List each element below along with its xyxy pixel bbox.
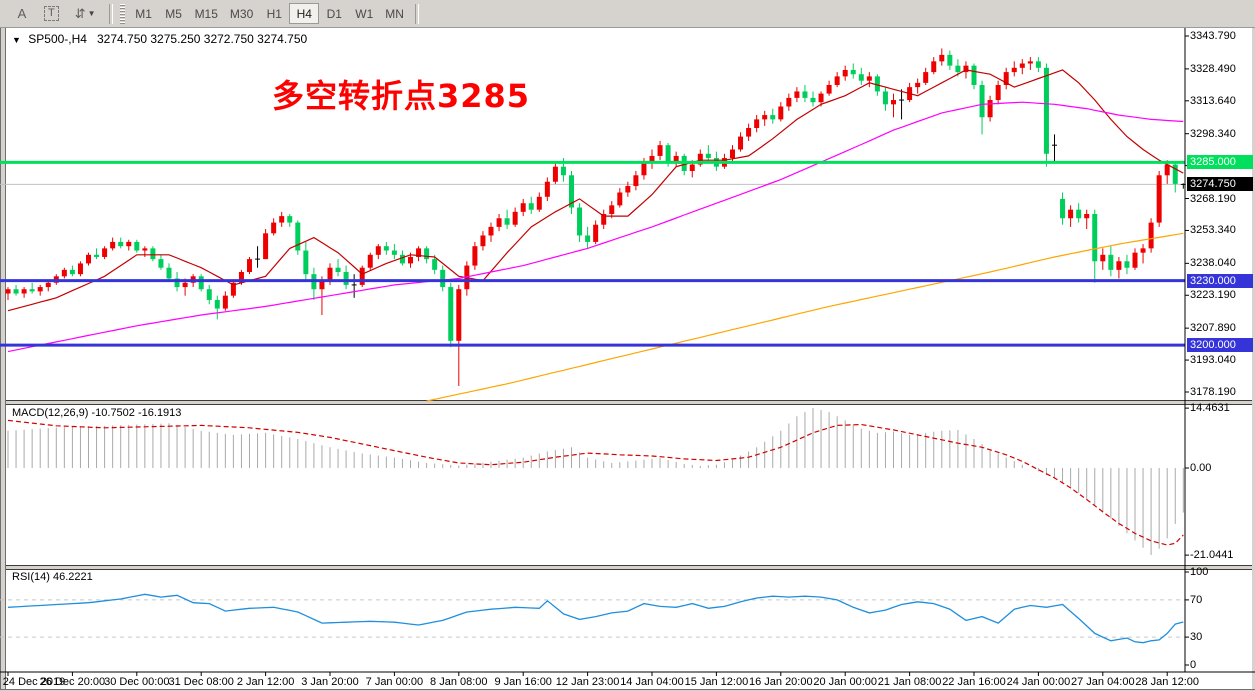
window-left-edge xyxy=(0,28,6,691)
ohlc-readout: 3274.750 3275.250 3272.750 3274.750 xyxy=(97,32,308,46)
price-line-badge-3230: 3230.000 xyxy=(1187,273,1253,288)
price-tick-label: 3328.490 xyxy=(1190,62,1236,75)
price-tick-label: 3193.040 xyxy=(1190,354,1236,367)
price-tick-label: 3298.340 xyxy=(1190,127,1236,140)
ma-slow-line xyxy=(426,232,1184,402)
price-tick-label: 3223.190 xyxy=(1190,289,1236,302)
panel-splitter-macd-rsi[interactable] xyxy=(6,565,1252,570)
symbol-period-label: SP500-,H4 xyxy=(28,32,87,46)
price-line-badge-3200: 3200.000 xyxy=(1187,338,1253,353)
arrange-tool-button[interactable]: ⇵ ▼ xyxy=(68,3,103,25)
price-tick-label: 3313.640 xyxy=(1190,94,1236,107)
macd-indicator-label: MACD(12,26,9) -10.7502 -16.1913 xyxy=(12,407,182,419)
time-axis-label: 7 Jan 00:00 xyxy=(365,676,424,688)
time-axis-label: 9 Jan 16:00 xyxy=(494,676,552,688)
price-tick-label: 3343.790 xyxy=(1190,30,1236,42)
rsi-tick-label: 70 xyxy=(1190,593,1203,606)
candlestick-series xyxy=(5,48,1186,386)
time-axis-label: 16 Jan 20:00 xyxy=(748,676,813,688)
macd-signal-value: -16.1913 xyxy=(137,407,182,419)
current-price-badge: 3274.750 xyxy=(1187,177,1253,192)
rsi-line xyxy=(7,593,1184,644)
time-axis-label: 14 Jan 04:00 xyxy=(620,676,684,688)
macd-tick-label: 14.4631 xyxy=(1190,402,1230,415)
ma-medium-line xyxy=(7,101,1184,353)
timeframe-buttons: M1 M5 M15 M30 H1 H4 D1 W1 MN xyxy=(129,3,410,24)
time-axis-label: 3 Jan 20:00 xyxy=(301,676,359,688)
timeframe-button-H1[interactable]: H1 xyxy=(259,3,289,24)
rsi-tick-label: 0 xyxy=(1190,659,1197,671)
time-axis-label: 12 Jan 23:00 xyxy=(555,676,620,688)
label-tool-icon: T xyxy=(44,6,59,21)
time-axis-label: 24 Jan 00:00 xyxy=(1006,676,1071,688)
macd-main-value: -10.7502 xyxy=(91,407,135,419)
price-tick-label: 3238.040 xyxy=(1190,257,1236,270)
window-bottom-edge xyxy=(0,689,1255,691)
timeframe-button-W1[interactable]: W1 xyxy=(349,3,379,24)
window-right-edge xyxy=(1252,28,1255,691)
time-axis-label: 8 Jan 08:00 xyxy=(430,676,488,688)
price-tick-label: 3268.190 xyxy=(1190,192,1236,205)
rsi-value: 46.2221 xyxy=(52,571,93,583)
price-tick-label: 3207.890 xyxy=(1190,322,1236,335)
time-axis-label: 2 Jan 12:00 xyxy=(236,676,295,688)
price-tick-label: 3253.340 xyxy=(1190,224,1236,237)
timeframe-button-M1[interactable]: M1 xyxy=(129,3,159,24)
timeframe-button-H4[interactable]: H4 xyxy=(289,3,320,24)
collapse-triangle-icon[interactable]: ▼ xyxy=(12,35,21,45)
timeframe-button-MN[interactable]: MN xyxy=(379,3,410,24)
toolbar-drag-handle[interactable] xyxy=(119,3,125,24)
price-line-badge-3285: 3285.000 xyxy=(1187,155,1253,170)
timeframe-button-M15[interactable]: M15 xyxy=(189,3,224,24)
time-axis-label: 30 Dec 00:00 xyxy=(104,676,170,688)
time-axis-label: 21 Jan 08:00 xyxy=(877,676,942,688)
arrange-icon: ⇵ xyxy=(74,5,86,21)
time-axis-label: 27 Jan 04:00 xyxy=(1070,676,1135,688)
time-axis-label: 28 Jan 12:00 xyxy=(1135,676,1199,688)
toolbar-separator xyxy=(414,3,419,24)
panel-splitter-main-macd[interactable] xyxy=(6,400,1252,405)
timeframe-button-M5[interactable]: M5 xyxy=(159,3,189,24)
time-axis-label: 26 Dec 20:00 xyxy=(39,676,106,688)
timeframe-button-M30[interactable]: M30 xyxy=(224,3,259,24)
time-axis-label: 15 Jan 12:00 xyxy=(684,676,749,688)
time-axis-label: 22 Jan 16:00 xyxy=(942,676,1006,688)
time-axis-label: 20 Jan 00:00 xyxy=(813,676,877,688)
timeframe-button-D1[interactable]: D1 xyxy=(319,3,349,24)
rsi-tick-label: 100 xyxy=(1190,566,1209,578)
ma-fast-line xyxy=(7,69,1184,312)
chevron-down-icon: ▼ xyxy=(87,9,96,18)
chart-title: ▼ SP500-,H4 3274.750 3275.250 3272.750 3… xyxy=(12,33,307,47)
macd-tick-label: 0.00 xyxy=(1190,462,1212,474)
macd-tick-label: -21.0441 xyxy=(1190,549,1234,562)
chart-text-annotation[interactable]: 多空转折点3285 xyxy=(272,77,531,115)
label-tool-button[interactable]: T xyxy=(37,3,66,25)
macd-signal-line xyxy=(7,419,1184,546)
price-tick-label: 3178.190 xyxy=(1190,385,1236,398)
time-axis-label: 31 Dec 08:00 xyxy=(168,676,234,688)
rsi-tick-label: 30 xyxy=(1190,631,1203,644)
text-tool-button[interactable]: A xyxy=(9,3,35,25)
toolbar: A T ⇵ ▼ M1 M5 M15 M30 H1 H4 D1 W1 MN xyxy=(0,0,1255,28)
rsi-indicator-label: RSI(14) 46.2221 xyxy=(12,571,93,583)
time-axis-label: 24 Dec 2019 xyxy=(2,676,66,688)
toolbar-separator xyxy=(108,3,113,24)
